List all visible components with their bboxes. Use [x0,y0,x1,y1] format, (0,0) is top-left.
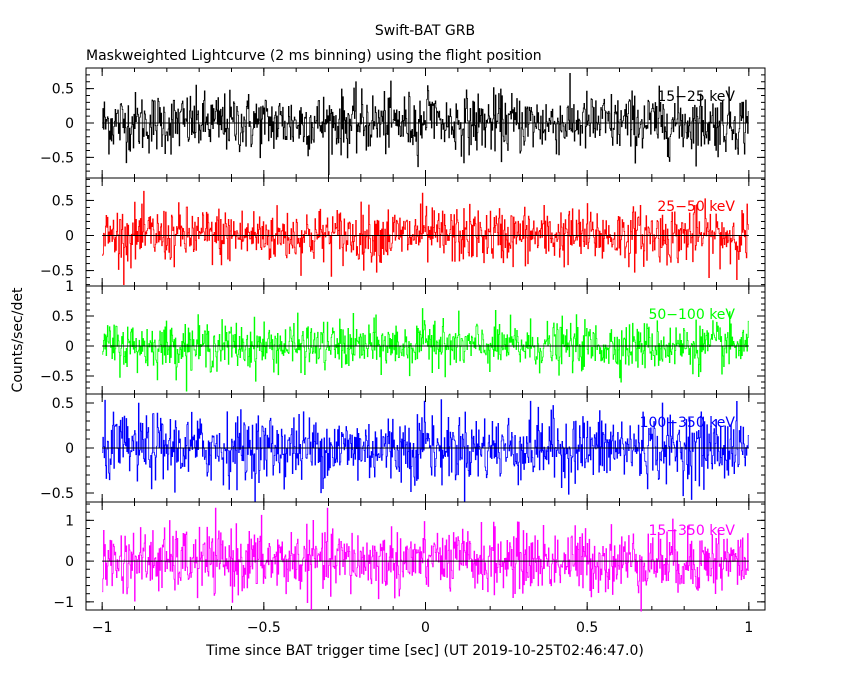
y-tick-label: 0.5 [52,82,74,98]
x-tick-label: 1 [744,620,753,636]
chart-title: Swift-BAT GRB [375,23,475,39]
y-tick-label: −0.5 [40,369,74,385]
x-tick-label: 0.5 [576,620,598,636]
y-tick-label: 0 [65,116,74,132]
x-tick-label: −1 [92,620,113,636]
x-tick-label: −0.5 [247,620,281,636]
y-tick-label: −0.5 [40,486,74,502]
y-axis-label: Counts/sec/det [10,287,26,392]
series-line [102,190,749,285]
series-line [102,73,749,175]
y-tick-label: 0 [65,554,74,570]
band-label: 25−50 keV [657,199,735,215]
y-tick-label: 0 [65,229,74,245]
y-tick-label: 0.5 [52,309,74,325]
band-label: 50−100 keV [648,307,735,323]
series-line [102,507,749,612]
series-line [102,399,749,503]
y-tick-label: 0 [65,441,74,457]
series-line [102,308,749,392]
x-tick-label: 0 [421,620,430,636]
y-tick-label: −0.5 [40,150,74,166]
chart-subtitle: Maskweighted Lightcurve (2 ms binning) u… [86,48,542,64]
y-tick-label: −1 [53,595,74,611]
band-label: 15−350 keV [648,523,735,539]
panels-group: −0.5 0 0.5 15−25 keV −0.5 0 0.5 25−50 keV −0.5 0 0… [40,67,766,636]
x-axis-label: Time since BAT trigger time [sec] (UT 20… [205,643,644,659]
y-tick-label: 0.5 [52,193,74,209]
y-tick-label: 1 [65,279,74,295]
band-label: 100−350 keV [640,415,736,431]
y-tick-label: 1 [65,513,74,529]
y-tick-label: 0.5 [52,396,74,412]
y-tick-label: −0.5 [40,264,74,280]
band-label: 15−25 keV [657,89,735,105]
y-tick-label: 0 [65,339,74,355]
